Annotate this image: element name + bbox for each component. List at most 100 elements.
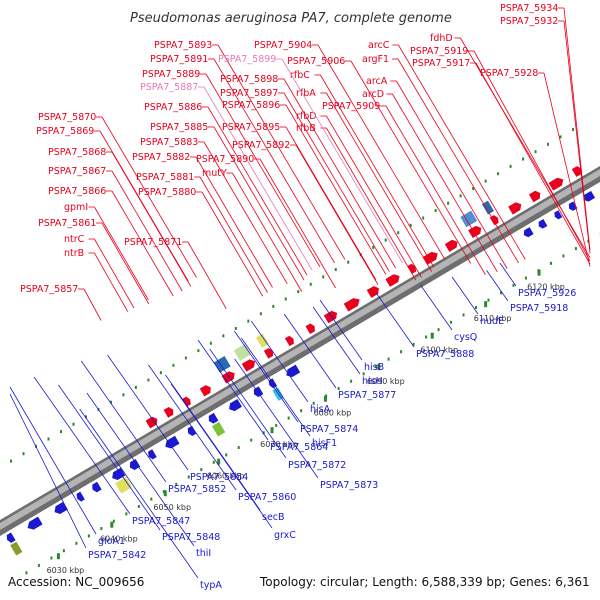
gene-label-pspa7_5847[interactable]: PSPA7_5847 [132, 516, 190, 527]
leader-line [94, 238, 135, 309]
gene-label-pspa7_5873[interactable]: PSPA7_5873 [320, 480, 378, 491]
gene-label-nude[interactable]: nudE [480, 316, 504, 327]
gene-label-pspa7_5919[interactable]: PSPA7_5919 [410, 46, 468, 57]
tick-dot [350, 379, 353, 383]
tick-dot [434, 209, 437, 213]
gene-label-pspa7_5891[interactable]: PSPA7_5891 [150, 54, 208, 65]
gene-label-pspa7_5880[interactable]: PSPA7_5880 [138, 187, 196, 198]
tick-major [110, 521, 114, 528]
gene-label-ntrc[interactable]: ntrC [64, 234, 85, 245]
tick-major [56, 553, 60, 560]
gene-label-pspa7_5893[interactable]: PSPA7_5893 [154, 40, 212, 51]
gene-label-pspa7_5906[interactable]: PSPA7_5906 [287, 56, 345, 67]
plus-strand-gene [422, 251, 438, 265]
gene-label-pspa7_5897[interactable]: PSPA7_5897 [220, 88, 278, 99]
leader-line [217, 44, 346, 260]
gene-label-pspa7_5890[interactable]: PSPA7_5890 [196, 154, 254, 165]
gene-label-hish[interactable]: hisH [362, 376, 383, 387]
gene-label-typa[interactable]: typA [200, 580, 222, 591]
gene-label-muty[interactable]: mutY [202, 168, 227, 179]
gene-label-gpmi[interactable]: gpmI [64, 202, 88, 213]
leader-line [473, 50, 591, 262]
gene-label-argf1[interactable]: argF1 [362, 54, 389, 65]
tick-dot [509, 164, 512, 168]
gene-label-pspa7_5886[interactable]: PSPA7_5886 [144, 102, 202, 113]
gene-label-pspa7_5934[interactable]: PSPA7_5934 [500, 3, 558, 14]
gene-label-arcd[interactable]: arcD [362, 89, 384, 100]
gene-label-pspa7_5888[interactable]: PSPA7_5888 [416, 349, 474, 360]
gene-label-pspa7_5877[interactable]: PSPA7_5877 [338, 390, 396, 401]
gene-label-pspa7_5852[interactable]: PSPA7_5852 [168, 484, 226, 495]
tick-dot [284, 297, 287, 301]
gene-label-pspa7_5918[interactable]: PSPA7_5918 [510, 303, 568, 314]
gene-label-pspa7_5898[interactable]: PSPA7_5898 [220, 74, 278, 85]
minus-strand-gene [523, 227, 534, 238]
gene-label-rfbb[interactable]: rfbB [296, 123, 316, 134]
tick-dot [262, 431, 265, 435]
gene-label-pspa7_5868[interactable]: PSPA7_5868 [48, 147, 106, 158]
gene-label-pspa7_5872[interactable]: PSPA7_5872 [288, 460, 346, 471]
tick-dot [50, 556, 53, 560]
tick-label: 6090 kbp [367, 377, 405, 386]
gene-label-pspa7_5928[interactable]: PSPA7_5928 [480, 68, 538, 79]
leader-line [283, 313, 337, 389]
gene-label-pspa7_5932[interactable]: PSPA7_5932 [500, 16, 558, 27]
gene-label-pspa7_5864[interactable]: PSPA7_5864 [270, 442, 328, 453]
leader-line [259, 158, 336, 289]
leader-line [250, 320, 309, 403]
tick-dot [397, 231, 400, 235]
gene-label-ntrb[interactable]: ntrB [64, 248, 84, 259]
gene-label-pspa7_5883[interactable]: PSPA7_5883 [140, 137, 198, 148]
gene-label-arcc[interactable]: arcC [368, 40, 390, 51]
gene-label-pspa7_5854[interactable]: PSPA7_5854 [190, 472, 248, 483]
leader-line [94, 252, 129, 312]
tick-major [270, 427, 274, 434]
gene-label-arca[interactable]: arcA [366, 76, 388, 87]
gene-label-pspa7_5909[interactable]: PSPA7_5909 [322, 101, 380, 112]
tick-dot [309, 282, 312, 286]
gene-label-rfba[interactable]: rfbA [296, 88, 316, 99]
tick-dot [75, 541, 78, 545]
gene-label-grxc[interactable]: grxC [274, 530, 296, 541]
tick-dot [84, 415, 87, 419]
gene-label-pspa7_5857[interactable]: PSPA7_5857 [20, 284, 78, 295]
gene-label-rfbc[interactable]: rfbC [290, 70, 310, 81]
tick-dot [150, 497, 153, 501]
gene-label-pspa7_5842[interactable]: PSPA7_5842 [88, 550, 146, 561]
plus-strand-gene [468, 225, 482, 239]
gene-label-pspa7_5869[interactable]: PSPA7_5869 [36, 126, 94, 137]
gene-label-secb[interactable]: secB [262, 512, 285, 523]
gene-label-cysq[interactable]: cysQ [454, 332, 477, 343]
gene-label-thii[interactable]: thiI [196, 548, 211, 559]
gene-label-pspa7_5866[interactable]: PSPA7_5866 [48, 186, 106, 197]
gene-label-pspa7_5861[interactable]: PSPA7_5861 [38, 218, 96, 229]
tick-dot [109, 400, 112, 404]
gene-label-pspa7_5881[interactable]: PSPA7_5881 [136, 172, 194, 183]
gene-label-pspa7_5871[interactable]: PSPA7_5871 [124, 237, 182, 248]
gene-label-pspa7_5887[interactable]: PSPA7_5887 [140, 82, 198, 93]
gene-label-pspa7_5867[interactable]: PSPA7_5867 [48, 166, 106, 177]
gene-label-pspa7_5904[interactable]: PSPA7_5904 [254, 40, 312, 51]
gene-label-pspa7_5892[interactable]: PSPA7_5892 [232, 140, 290, 151]
gene-label-hisb[interactable]: hisB [364, 362, 384, 373]
gene-label-pspa7_5926[interactable]: PSPA7_5926 [518, 288, 576, 299]
gene-label-pspa7_5899[interactable]: PSPA7_5899 [218, 54, 276, 65]
gene-label-pspa7_5874[interactable]: PSPA7_5874 [300, 424, 358, 435]
gene-label-pspa7_5896[interactable]: PSPA7_5896 [222, 100, 280, 111]
tick-dot [450, 320, 453, 324]
gene-label-pspa7_5882[interactable]: PSPA7_5882 [132, 152, 190, 163]
tick-dot [209, 341, 212, 345]
gene-label-pspa7_5870[interactable]: PSPA7_5870 [38, 112, 96, 123]
gene-label-hisa[interactable]: hisA [310, 404, 331, 415]
gene-label-pspa7_5848[interactable]: PSPA7_5848 [162, 532, 220, 543]
gene-label-fdhd[interactable]: fdhD [430, 33, 453, 44]
leader-line [319, 299, 363, 361]
gene-label-pspa7_5895[interactable]: PSPA7_5895 [222, 122, 280, 133]
gene-label-pspa7_5860[interactable]: PSPA7_5860 [238, 492, 296, 503]
gene-label-pspa7_5917[interactable]: PSPA7_5917 [412, 58, 470, 69]
gene-label-gloa1[interactable]: gloA1 [98, 536, 125, 547]
gene-label-hisf1[interactable]: hisF1 [312, 438, 337, 449]
gene-label-pspa7_5889[interactable]: PSPA7_5889 [142, 69, 200, 80]
gene-label-pspa7_5885[interactable]: PSPA7_5885 [150, 122, 208, 133]
leader-line [285, 126, 377, 281]
